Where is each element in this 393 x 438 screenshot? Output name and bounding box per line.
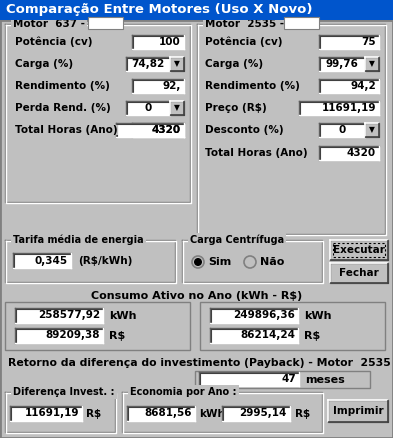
Text: 11691,19: 11691,19 [321, 103, 376, 113]
Text: 94,2: 94,2 [350, 81, 376, 91]
Text: meses: meses [305, 375, 345, 385]
Bar [319, 146, 379, 160]
Bar [330, 263, 388, 283]
Bar [132, 79, 184, 93]
Bar [319, 123, 365, 137]
Text: Tarifa média de energia: Tarifa média de energia [13, 235, 143, 245]
Text: 0: 0 [338, 125, 345, 135]
Bar [328, 400, 388, 422]
Bar [170, 57, 184, 71]
Text: Preço (R$): Preço (R$) [205, 103, 267, 113]
Bar [284, 17, 319, 29]
Bar [195, 371, 370, 388]
Text: 100: 100 [159, 37, 181, 47]
Bar [333, 243, 385, 257]
Bar [10, 406, 82, 421]
Text: R$: R$ [86, 409, 101, 419]
Circle shape [244, 257, 255, 268]
Bar [330, 240, 388, 260]
Text: R$: R$ [304, 331, 320, 341]
Bar [319, 57, 365, 71]
Text: 0: 0 [144, 103, 152, 113]
Bar [127, 406, 195, 421]
Text: 249896,36: 249896,36 [233, 311, 295, 321]
Text: 8681,56: 8681,56 [145, 409, 192, 418]
Bar [319, 79, 379, 93]
Text: kWh: kWh [199, 409, 225, 419]
Bar [170, 101, 184, 115]
Text: Sim: Sim [208, 257, 231, 267]
Bar [5, 302, 190, 350]
Bar [210, 308, 298, 323]
Text: Rendimento (%): Rendimento (%) [205, 81, 300, 91]
Bar [365, 123, 379, 137]
Text: Consumo Ativo no Ano (kWh - R$): Consumo Ativo no Ano (kWh - R$) [91, 291, 302, 301]
Text: Imprimir: Imprimir [333, 406, 383, 416]
Text: 258577,92: 258577,92 [38, 311, 100, 321]
Text: Carga Centrífuga: Carga Centrífuga [190, 235, 284, 245]
Text: Total Horas (Ano): Total Horas (Ano) [15, 125, 118, 135]
Text: 0,345: 0,345 [35, 255, 68, 265]
Text: Desconto (%): Desconto (%) [205, 125, 284, 135]
Bar [319, 35, 379, 49]
Bar [88, 17, 123, 29]
Text: 4320: 4320 [152, 125, 181, 135]
Text: ▼: ▼ [174, 60, 180, 68]
Bar [126, 101, 170, 115]
Text: 74,82: 74,82 [131, 59, 165, 69]
Text: 75: 75 [362, 37, 376, 47]
Text: 11691,19: 11691,19 [24, 409, 79, 418]
Text: R$: R$ [295, 409, 310, 419]
Text: Economia por Ano :: Economia por Ano : [130, 387, 237, 397]
Bar [210, 328, 298, 343]
Bar [15, 308, 103, 323]
Bar [299, 101, 379, 115]
Text: Total Horas (Ano): Total Horas (Ano) [15, 125, 118, 135]
Text: ▼: ▼ [174, 103, 180, 113]
Bar [200, 302, 385, 350]
Bar [132, 35, 184, 49]
Text: ▼: ▼ [369, 60, 375, 68]
Text: 4320: 4320 [347, 148, 376, 158]
Text: Diferença Invest. :: Diferença Invest. : [13, 387, 114, 397]
Text: 2995,14: 2995,14 [240, 409, 287, 418]
Bar [0, 0, 393, 20]
Text: kWh: kWh [304, 311, 332, 321]
Text: Executar: Executar [333, 245, 385, 255]
Text: kWh: kWh [109, 311, 136, 321]
Circle shape [194, 258, 202, 266]
Text: 47: 47 [281, 374, 296, 384]
Text: 92,: 92, [163, 81, 181, 91]
Text: 4320: 4320 [152, 125, 181, 135]
Text: Rendimento (%): Rendimento (%) [15, 81, 110, 91]
Text: Potência (cv): Potência (cv) [205, 37, 283, 47]
Text: Potência (cv): Potência (cv) [15, 37, 92, 47]
Text: Motor  2535 -: Motor 2535 - [205, 19, 284, 29]
Bar [365, 57, 379, 71]
Bar [132, 123, 184, 137]
Bar [199, 372, 299, 386]
Text: Motor  637 -: Motor 637 - [13, 19, 85, 29]
Text: (R$/kWh): (R$/kWh) [78, 256, 132, 266]
Text: Carga (%): Carga (%) [15, 59, 73, 69]
Bar [222, 406, 290, 421]
Text: ▼: ▼ [369, 126, 375, 134]
Text: Fechar: Fechar [339, 268, 379, 278]
Text: Total Horas (Ano): Total Horas (Ano) [15, 125, 118, 135]
Bar [116, 123, 184, 137]
Text: Perda Rend. (%): Perda Rend. (%) [15, 103, 111, 113]
Text: 86214,24: 86214,24 [240, 331, 295, 340]
Text: Retorno da diferença do investimento (Payback) - Motor  2535: Retorno da diferença do investimento (Pa… [8, 358, 391, 368]
Bar [126, 57, 170, 71]
Bar [15, 328, 103, 343]
Text: 99,76: 99,76 [325, 59, 358, 69]
Circle shape [193, 257, 204, 268]
Text: Carga (%): Carga (%) [205, 59, 263, 69]
Text: Total Horas (Ano): Total Horas (Ano) [205, 148, 308, 158]
Text: R$: R$ [109, 331, 125, 341]
Text: 89209,38: 89209,38 [46, 331, 100, 340]
Bar [13, 253, 71, 268]
Text: Não: Não [260, 257, 285, 267]
Text: Comparação Entre Motores (Uso X Novo): Comparação Entre Motores (Uso X Novo) [6, 4, 312, 17]
